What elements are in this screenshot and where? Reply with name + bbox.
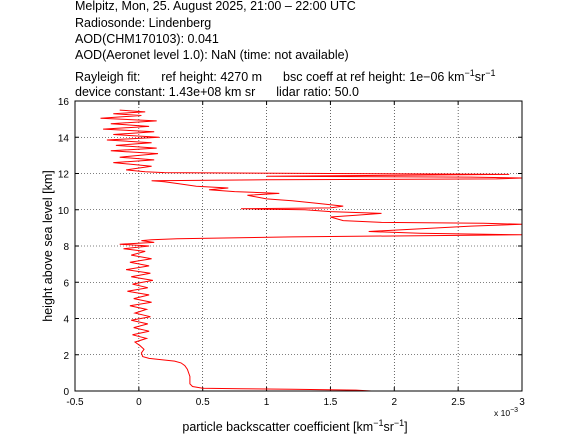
y-tick-label: 12	[58, 170, 70, 181]
y-tick-label: 6	[63, 278, 69, 289]
x-multiplier-exp: −3	[510, 407, 519, 414]
x-multiplier-base: x 10	[494, 407, 511, 418]
header-aod-chm: AOD(CHM170103): 0.041	[75, 32, 219, 46]
x-tick-label: 0.5	[196, 397, 210, 408]
x-tick-label: 1	[264, 397, 270, 408]
y-tick-label: 0	[63, 387, 69, 398]
ref-height: ref height: 4270 m	[161, 70, 263, 85]
header-rayleigh-row: Rayleigh fit: ref height: 4270 m bsc coe…	[75, 68, 495, 84]
y-tick-label: 10	[58, 206, 70, 217]
bsc-coeff-text: bsc coeff at ref height: 1e−06 km	[283, 70, 465, 85]
header-aod-aeronet: AOD(Aeronet level 1.0): NaN (time: not a…	[75, 48, 349, 62]
series-line	[100, 109, 523, 392]
bsc-coeff-exp1: −1	[464, 68, 475, 78]
x-axis-label-exp1: −1	[373, 418, 384, 428]
x-axis-label-text: particle backscatter coefficient [km	[182, 420, 374, 434]
bsc-coeff: bsc coeff at ref height: 1e−06 km−1sr−1	[283, 68, 496, 85]
y-axis-label: height above sea level [km]	[41, 170, 55, 322]
x-axis-label-exp2: −1	[393, 418, 405, 428]
x-tick-label: 1.5	[323, 397, 337, 408]
x-tick-label: 2	[392, 397, 398, 408]
x-axis-label-unit: sr	[383, 420, 394, 434]
lidar-ratio: lidar ratio: 50.0	[276, 85, 359, 99]
x-tick-label: 2.5	[451, 397, 465, 408]
header-radiosonde: Radiosonde: Lindenberg	[75, 16, 212, 30]
x-axis-multiplier: x 10−3	[494, 407, 518, 418]
y-tick-label: 4	[63, 315, 69, 326]
y-tick-label: 2	[63, 351, 69, 362]
bsc-coeff-unit: sr	[474, 70, 486, 85]
x-axis-label-close: ]	[404, 420, 408, 434]
x-tick-label: 0	[136, 397, 142, 408]
y-tick-label: 16	[58, 97, 70, 108]
axes-box	[74, 100, 523, 392]
y-tick-label: 8	[63, 242, 69, 253]
rayleigh-fit-label: Rayleigh fit:	[75, 70, 141, 85]
y-tick-label: 14	[58, 133, 70, 144]
device-constant: device constant: 1.43e+08 km sr	[75, 85, 256, 99]
header-device-row: device constant: 1.43e+08 km sr lidar ra…	[75, 85, 359, 99]
bsc-coeff-exp2: −1	[485, 68, 496, 78]
header-title: Melpitz, Mon, 25. August 2025, 21:00 – 2…	[75, 0, 356, 13]
x-axis-label: particle backscatter coefficient [km−1sr…	[182, 418, 407, 434]
x-tick-label: 3	[519, 397, 525, 408]
x-tick-label: -0.5	[66, 397, 84, 408]
